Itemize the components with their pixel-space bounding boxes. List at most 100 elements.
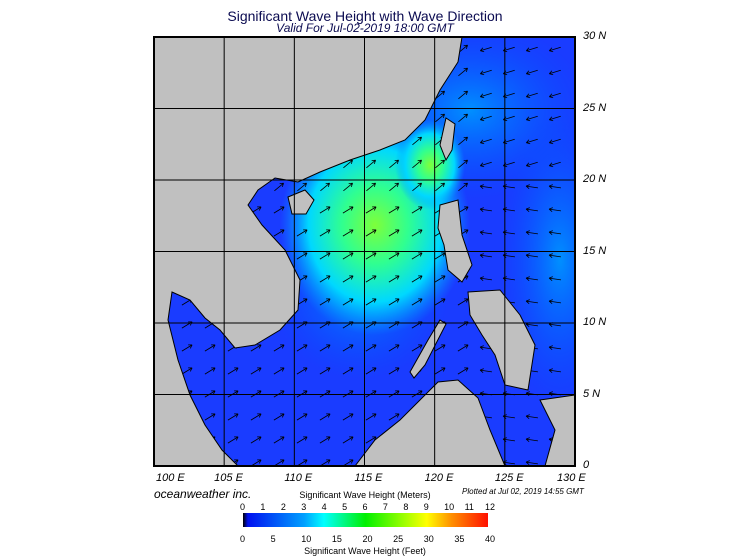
wave-arrow: [479, 92, 492, 99]
wave-arrow: [365, 252, 377, 260]
land-taiwan: [439, 117, 456, 162]
wave-arrow: [525, 115, 538, 122]
wave-arrow: [458, 159, 468, 169]
wave-arrow: [548, 92, 561, 99]
wave-arrow: [548, 46, 561, 53]
wave-arrow: [458, 182, 468, 192]
land-sulawesi: [539, 394, 575, 466]
map-frame: [153, 36, 576, 467]
wave-arrow: [457, 367, 469, 375]
land-philippines-south: [467, 289, 536, 391]
wave-arrow: [250, 367, 262, 375]
wave-arrow: [388, 252, 400, 260]
colorbar-feet-tick: 20: [362, 534, 373, 544]
wave-arrow: [365, 367, 377, 375]
colorbar-feet-tick: 5: [270, 534, 276, 544]
wave-arrow: [319, 436, 331, 444]
lon-label: 115 E: [354, 472, 383, 484]
wave-arrow: [296, 367, 308, 375]
wave-arrow: [273, 436, 285, 444]
lon-label: 120 E: [424, 472, 454, 484]
wave-arrow: [342, 344, 354, 352]
wave-arrow: [273, 229, 285, 237]
wave-arrow: [411, 206, 423, 214]
wave-arrow: [365, 229, 377, 237]
wave-arrow: [342, 275, 354, 283]
colorbar-feet-tick: 35: [454, 534, 465, 544]
wave-arrow: [342, 367, 354, 375]
wave-arrow: [525, 414, 538, 419]
wave-arrow: [525, 138, 538, 145]
colorbar-feet-tick: 30: [423, 534, 434, 544]
wave-arrow: [479, 184, 492, 189]
wave-arrow: [525, 161, 538, 168]
wave-arrow: [296, 252, 308, 260]
wave-arrow: [435, 182, 445, 192]
credit-label: oceanweather inc.: [154, 487, 252, 501]
land: [154, 37, 575, 466]
colorbar-feet-tick: 0: [240, 534, 246, 544]
colorbar-meters-tick: 7: [382, 502, 388, 512]
wave-arrow: [525, 69, 538, 76]
colorbar-meters-tick: 8: [403, 502, 409, 512]
wave-arrow: [434, 367, 446, 375]
wave-arrow: [365, 298, 377, 306]
wave-arrow: [365, 413, 377, 421]
wave-arrow: [388, 367, 400, 375]
wave-arrow: [250, 413, 262, 421]
colorbar-meters-tick: 9: [423, 502, 429, 512]
wave-arrow: [250, 436, 262, 444]
lat-label: 10 N: [583, 316, 607, 328]
wave-arrow: [458, 113, 468, 123]
wave-arrow: [342, 298, 354, 306]
wave-arrow: [479, 230, 492, 235]
wave-arrow: [204, 344, 216, 352]
lon-label: 110 E: [284, 472, 313, 484]
wave-arrow: [273, 413, 285, 421]
wave-arrow: [479, 115, 492, 122]
wave-arrow: [319, 298, 331, 306]
wave-arrow: [342, 206, 354, 214]
wave-arrow: [365, 275, 377, 283]
map-subtitle: Valid For Jul-02-2019 18:00 GMT: [276, 21, 454, 35]
wave-arrow: [273, 344, 285, 352]
colorbar-meters-tick: 2: [280, 502, 286, 512]
wave-arrow: [204, 413, 216, 421]
wave-arrow: [296, 229, 308, 237]
wave-arrow: [479, 368, 492, 373]
wave-arrow: [366, 182, 376, 192]
wave-arrow: [458, 67, 468, 77]
colorbar-meters-tick: 10: [444, 502, 455, 512]
wave-arrow: [319, 252, 331, 260]
wave-arrow: [479, 161, 492, 168]
wave-arrow: [388, 344, 400, 352]
wave-arrow: [342, 252, 354, 260]
wave-arrow: [411, 298, 423, 306]
wave-arrow: [181, 367, 193, 375]
wave-arrow: [388, 413, 400, 421]
wave-arrow: [412, 182, 422, 192]
colorbar-feet-title: Significant Wave Height (Feet): [304, 546, 426, 556]
colorbar: [243, 513, 488, 527]
wave-arrow: [273, 206, 285, 214]
wave-arrow: [388, 298, 400, 306]
plotted-timestamp: Plotted at Jul 02, 2019 14:55 GMT: [462, 487, 584, 496]
wave-arrow: [320, 182, 330, 192]
lon-label: 125 E: [494, 472, 524, 484]
colorbar-feet-tick: 25: [393, 534, 404, 544]
wave-arrow: [273, 367, 285, 375]
wave-arrow: [458, 90, 468, 100]
colorbar-meters-tick: 12: [485, 502, 496, 512]
wave-arrow: [435, 113, 445, 123]
wave-arrow: [548, 368, 561, 373]
wave-arrow: [411, 252, 423, 260]
wave-arrow: [434, 298, 446, 306]
wave-arrow: [435, 159, 445, 169]
lat-lon-grid: [154, 37, 575, 466]
wave-arrow: [296, 413, 308, 421]
wave-arrow: [227, 367, 239, 375]
wave-arrow: [342, 436, 354, 444]
colorbar-meters-tick: 6: [362, 502, 368, 512]
wave-arrow: [411, 344, 423, 352]
wave-arrow: [365, 344, 377, 352]
